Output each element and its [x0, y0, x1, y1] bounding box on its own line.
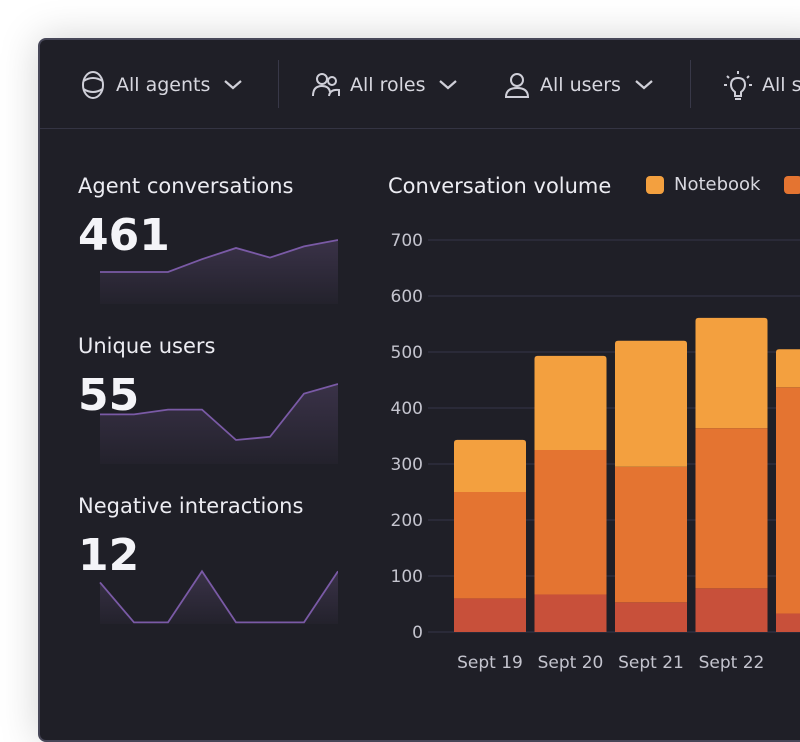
- bar-segment[interactable]: [776, 349, 800, 388]
- legend-swatch-series2: [784, 175, 800, 194]
- agents-icon: [80, 70, 106, 100]
- stat-value: 461: [78, 210, 170, 261]
- stat-negative-interactions: Negative interactions 12: [78, 494, 348, 634]
- bar-segment[interactable]: [454, 492, 526, 599]
- sparkline-area: [100, 240, 338, 304]
- unique-users-sparkline: [100, 383, 338, 464]
- x-tick-label: Sept 21: [618, 653, 684, 673]
- bar-segment[interactable]: [695, 428, 768, 589]
- bar-segment[interactable]: [695, 588, 768, 632]
- chevron-down-icon: [220, 76, 246, 94]
- agent-conversations-sparkline: [100, 239, 338, 304]
- sparkline-area: [100, 384, 338, 464]
- filter-divider: [278, 60, 279, 108]
- bar-segment[interactable]: [776, 387, 800, 614]
- stat-title: Negative interactions: [78, 494, 304, 518]
- stat-value: 55: [78, 370, 140, 421]
- bar-segment[interactable]: [776, 613, 800, 632]
- bar-segment[interactable]: [534, 355, 607, 450]
- x-tick-label: Sept 22: [699, 653, 765, 673]
- y-tick-label: 500: [391, 343, 423, 363]
- sparkline-line: [99, 569, 338, 624]
- bar-segment[interactable]: [615, 340, 687, 467]
- bar-segment[interactable]: [534, 594, 607, 632]
- y-tick-label: 300: [391, 455, 423, 475]
- y-tick-label: 600: [391, 287, 423, 307]
- x-tick-label: Sept 20: [538, 653, 604, 673]
- chart-legend: Notebook: [646, 174, 800, 195]
- bar-segment[interactable]: [615, 602, 687, 632]
- roles-filter-dropdown[interactable]: All roles: [312, 70, 461, 100]
- stat-title: Agent conversations: [78, 174, 294, 198]
- negative-interactions-sparkline: [99, 569, 338, 624]
- stat-agent-conversations: Agent conversations 461: [78, 174, 348, 314]
- y-tick-label: 400: [391, 399, 423, 419]
- chevron-down-icon: [435, 76, 461, 94]
- user-icon: [504, 72, 530, 98]
- bar-segment[interactable]: [695, 317, 768, 429]
- topics-filter-label: All s: [762, 74, 800, 96]
- y-tick-label: 0: [412, 623, 423, 643]
- bar-segment[interactable]: [454, 439, 526, 492]
- agents-filter-label: All agents: [116, 74, 211, 96]
- stat-title: Unique users: [78, 334, 216, 358]
- dashboard-window: All agents All roles: [38, 38, 800, 742]
- agents-filter-dropdown[interactable]: All agents: [80, 70, 246, 100]
- y-tick-label: 700: [391, 231, 423, 251]
- y-tick-label: 200: [391, 511, 423, 531]
- topics-filter-dropdown[interactable]: All s: [724, 70, 800, 100]
- chevron-down-icon: [631, 76, 657, 94]
- users-filter-label: All users: [540, 74, 621, 96]
- chart-title: Conversation volume: [388, 174, 612, 198]
- roles-icon: [312, 72, 340, 98]
- y-tick-label: 100: [391, 567, 423, 587]
- stat-value: 12: [78, 530, 140, 581]
- sparkline-line: [100, 239, 338, 273]
- x-tick-label: Sept 19: [457, 653, 523, 673]
- bar-segment[interactable]: [454, 598, 526, 632]
- users-filter-dropdown[interactable]: All users: [504, 70, 657, 100]
- lightbulb-icon: [724, 70, 752, 100]
- legend-label-notebook: Notebook: [674, 174, 761, 195]
- stat-unique-users: Unique users 55: [78, 334, 348, 474]
- sparkline-line: [100, 383, 338, 441]
- conversation-volume-chart: 0 100 200 300 400 500 600 700 Sept 19 Sept 20 Sept…: [391, 231, 800, 673]
- filter-bar: All agents All roles: [40, 40, 800, 129]
- roles-filter-label: All roles: [350, 74, 426, 96]
- bar-segment[interactable]: [615, 466, 687, 603]
- legend-swatch-notebook: [646, 175, 664, 194]
- bar-segment[interactable]: [534, 450, 607, 595]
- filter-divider: [690, 60, 691, 108]
